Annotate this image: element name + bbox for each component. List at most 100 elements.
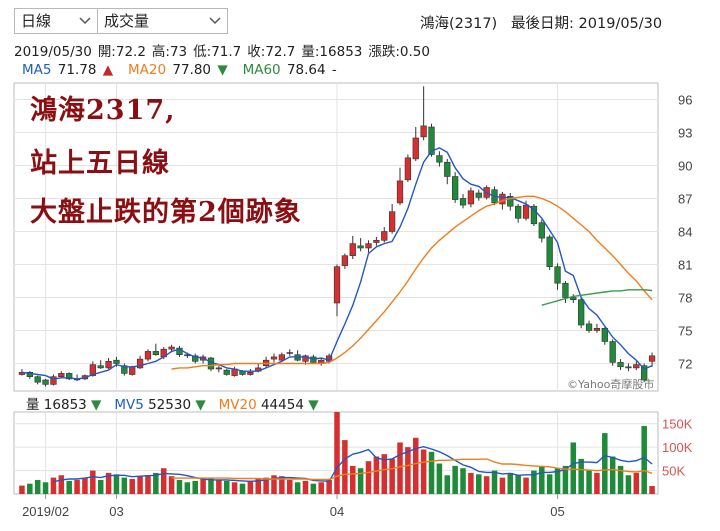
mv5-arrow: ▼ bbox=[195, 397, 206, 413]
volume-bar bbox=[160, 468, 167, 494]
candle-body bbox=[341, 255, 349, 266]
chevron-down-icon bbox=[79, 17, 91, 25]
volume-bar bbox=[192, 480, 198, 494]
volume-bar bbox=[90, 470, 96, 494]
volume-bar bbox=[66, 480, 72, 494]
candle-body bbox=[507, 196, 514, 207]
volume-bar bbox=[641, 426, 647, 494]
volume-tick-label: 100K bbox=[662, 440, 693, 455]
volume-bar bbox=[113, 474, 120, 494]
volume-bar bbox=[34, 479, 41, 494]
candle-body bbox=[444, 161, 451, 177]
volume-bar bbox=[397, 442, 403, 494]
candle-body bbox=[97, 365, 104, 369]
candle-body bbox=[215, 367, 222, 370]
volume-bar bbox=[515, 475, 521, 494]
candle-body bbox=[570, 297, 577, 301]
candle-body bbox=[459, 198, 467, 206]
volume-bar bbox=[342, 440, 348, 494]
x-tick-label: 04 bbox=[330, 504, 344, 519]
watermark: ©Yahoo奇摩股市 bbox=[567, 378, 655, 391]
ma5-line bbox=[21, 147, 653, 380]
ohlc-high: 高:73 bbox=[151, 44, 188, 60]
volume-bar bbox=[562, 465, 569, 494]
x-tick-label: 2019/02 bbox=[22, 504, 69, 519]
volume-bar bbox=[420, 449, 427, 494]
x-tick-label: 03 bbox=[109, 504, 123, 519]
ma5-value: 71.78 bbox=[57, 62, 97, 78]
volume-bar bbox=[137, 476, 143, 494]
candle-body bbox=[585, 323, 593, 331]
volume-bar bbox=[239, 483, 246, 494]
price-tick-label: 90 bbox=[678, 159, 692, 174]
candle-body bbox=[247, 371, 254, 375]
volume-bar bbox=[460, 468, 466, 494]
volume-tick-label: 150K bbox=[662, 417, 693, 432]
volume-bar bbox=[476, 474, 482, 494]
candle-body bbox=[333, 266, 341, 304]
indicator-select[interactable]: 成交量 bbox=[98, 8, 228, 34]
price-panel-frame bbox=[13, 82, 659, 392]
vol-label: 量 bbox=[26, 397, 40, 413]
ohlc-date: 2019/05/30 bbox=[14, 44, 92, 60]
volume-bar bbox=[452, 465, 458, 494]
ma60-value: 78.64 bbox=[286, 62, 326, 78]
price-tick-label: 72 bbox=[678, 357, 692, 372]
candle-body bbox=[467, 190, 475, 205]
ma20-line bbox=[171, 195, 653, 370]
ma60-arrow: - bbox=[331, 62, 337, 78]
volume-bar bbox=[326, 479, 332, 494]
chevron-down-icon bbox=[209, 17, 221, 25]
candle-body bbox=[420, 125, 427, 138]
volume-bar bbox=[279, 476, 285, 494]
volume-bar bbox=[436, 463, 443, 494]
ma5-arrow: ▲ bbox=[102, 62, 114, 78]
candle-body bbox=[578, 299, 585, 326]
volume-bar bbox=[491, 470, 498, 494]
volume-bar bbox=[231, 482, 238, 494]
volume-bar bbox=[413, 437, 419, 494]
volume-bar bbox=[105, 472, 112, 494]
candle-body bbox=[530, 205, 538, 225]
ma60-line bbox=[541, 289, 653, 306]
volume-bar bbox=[499, 477, 506, 494]
price-tick-label: 84 bbox=[678, 225, 692, 240]
last-date: 最後日期: 2019/05/30 bbox=[511, 16, 663, 32]
volume-bar bbox=[271, 475, 277, 494]
candle-body bbox=[648, 355, 656, 362]
volume-bar bbox=[208, 477, 214, 494]
volume-bar bbox=[294, 482, 301, 494]
volume-bar bbox=[168, 476, 175, 494]
candle-body bbox=[144, 351, 152, 360]
mv20-label: MV20 bbox=[218, 397, 257, 413]
volume-bar bbox=[153, 472, 159, 494]
volume-bar bbox=[633, 472, 640, 494]
mv5-line bbox=[53, 445, 653, 483]
candle-body bbox=[515, 205, 522, 219]
volume-bar bbox=[145, 475, 151, 494]
indicator-select-value: 成交量 bbox=[104, 12, 150, 30]
period-select[interactable]: 日線 bbox=[14, 8, 98, 34]
candle-body bbox=[499, 193, 506, 205]
candle-body bbox=[436, 155, 443, 163]
candle-body bbox=[373, 240, 380, 243]
overlay-line-3: 大盤止跌的第2個跡象 bbox=[30, 197, 302, 228]
volume-bar bbox=[184, 482, 191, 494]
candle-body bbox=[286, 352, 293, 354]
candle-body bbox=[168, 346, 175, 350]
overlay-line-1: 鴻海2317, bbox=[30, 95, 176, 126]
candle-body bbox=[412, 137, 419, 160]
candle-body bbox=[34, 376, 41, 383]
candle-body bbox=[129, 366, 136, 375]
candle-body bbox=[113, 359, 120, 364]
volume-bar bbox=[42, 482, 49, 494]
mv5-value: 52530 bbox=[148, 397, 192, 413]
candle-body bbox=[223, 369, 230, 375]
candle-body bbox=[554, 266, 561, 284]
candle-body bbox=[278, 354, 285, 361]
volume-bar bbox=[483, 476, 490, 494]
volume-bar bbox=[649, 486, 655, 494]
candle-body bbox=[50, 376, 57, 385]
candle-body bbox=[538, 222, 545, 239]
volume-bar bbox=[373, 456, 380, 494]
